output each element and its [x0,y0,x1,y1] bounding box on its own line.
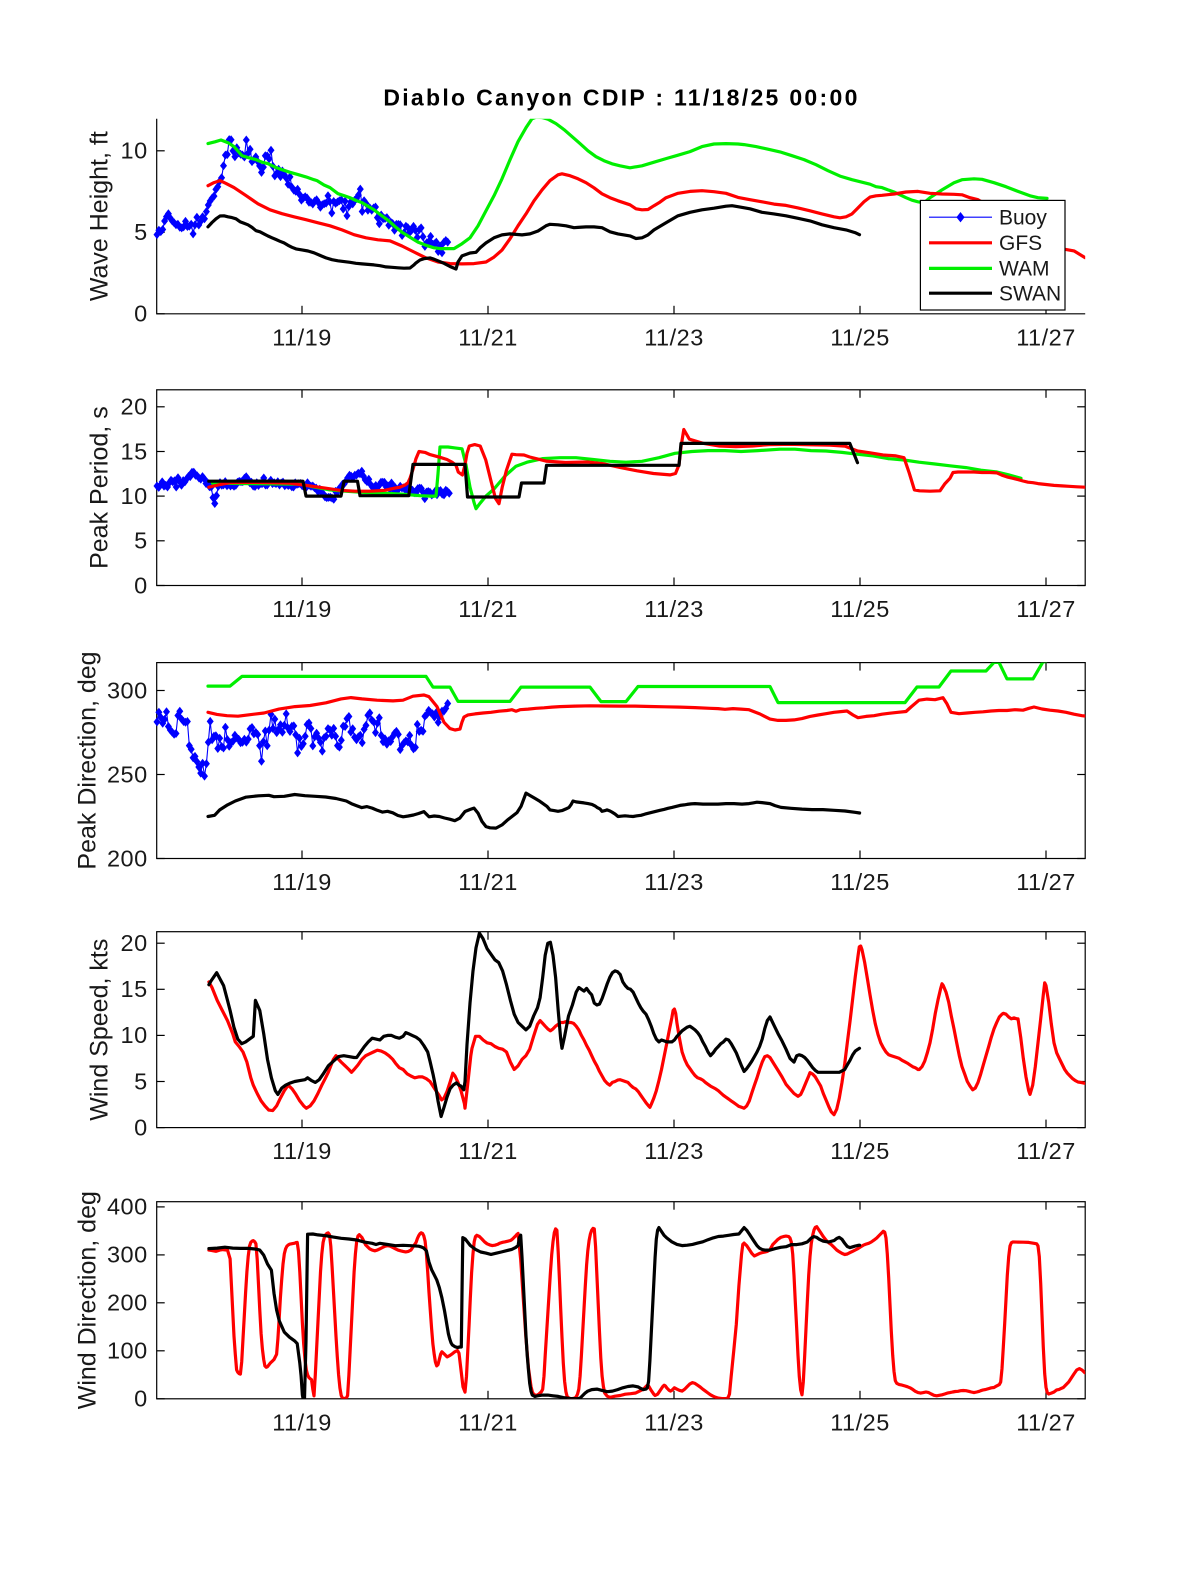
svg-text:0: 0 [134,1114,148,1140]
svg-text:Wind Direction, deg: Wind Direction, deg [74,1191,102,1409]
svg-text:11/27: 11/27 [1016,1138,1076,1164]
svg-text:11/23: 11/23 [644,1138,704,1164]
svg-text:11/21: 11/21 [458,869,518,895]
svg-text:11/19: 11/19 [272,1138,332,1164]
svg-text:20: 20 [121,930,148,956]
svg-text:11/19: 11/19 [272,869,332,895]
svg-text:11/19: 11/19 [272,596,332,622]
svg-text:Buoy: Buoy [999,207,1047,230]
svg-text:11/27: 11/27 [1016,1409,1076,1435]
svg-text:11/19: 11/19 [272,1409,332,1435]
svg-text:11/25: 11/25 [830,596,890,622]
svg-text:5: 5 [134,1068,148,1094]
svg-text:11/27: 11/27 [1016,596,1076,622]
svg-text:11/25: 11/25 [830,324,890,350]
svg-text:200: 200 [107,845,148,871]
svg-text:11/25: 11/25 [830,869,890,895]
svg-text:200: 200 [107,1290,148,1316]
svg-text:11/23: 11/23 [644,1409,704,1435]
svg-text:11/27: 11/27 [1016,324,1076,350]
svg-text:11/27: 11/27 [1016,869,1076,895]
svg-text:5: 5 [134,528,148,554]
svg-text:11/21: 11/21 [458,1138,518,1164]
svg-text:0: 0 [134,301,148,327]
svg-text:0: 0 [134,1386,148,1412]
svg-text:400: 400 [107,1194,148,1220]
svg-text:SWAN: SWAN [999,283,1061,306]
svg-text:100: 100 [107,1338,148,1364]
svg-text:11/21: 11/21 [458,1409,518,1435]
svg-text:300: 300 [107,677,148,703]
svg-text:Wind Speed, kts: Wind Speed, kts [86,939,114,1121]
svg-text:20: 20 [121,394,148,420]
svg-text:11/19: 11/19 [272,324,332,350]
svg-text:WAM: WAM [999,258,1050,281]
svg-text:Peak Direction, deg: Peak Direction, deg [74,651,102,869]
svg-text:11/23: 11/23 [644,596,704,622]
svg-text:Peak Period, s: Peak Period, s [86,406,114,569]
svg-text:10: 10 [121,138,148,164]
svg-text:250: 250 [107,761,148,787]
svg-text:10: 10 [121,483,148,509]
svg-text:Wave Height, ft: Wave Height, ft [86,131,114,301]
svg-text:5: 5 [134,219,148,245]
svg-text:300: 300 [107,1242,148,1268]
svg-text:11/25: 11/25 [830,1138,890,1164]
svg-text:11/25: 11/25 [830,1409,890,1435]
svg-text:10: 10 [121,1022,148,1048]
svg-text:GFS: GFS [999,232,1042,255]
svg-text:Diablo Canyon CDIP : 11/18/25: Diablo Canyon CDIP : 11/18/25 00:00 [383,85,859,111]
svg-text:11/23: 11/23 [644,869,704,895]
svg-text:15: 15 [121,976,148,1002]
svg-text:11/21: 11/21 [458,324,518,350]
svg-text:11/21: 11/21 [458,596,518,622]
svg-text:15: 15 [121,438,148,464]
svg-text:0: 0 [134,572,148,598]
svg-text:11/23: 11/23 [644,324,704,350]
